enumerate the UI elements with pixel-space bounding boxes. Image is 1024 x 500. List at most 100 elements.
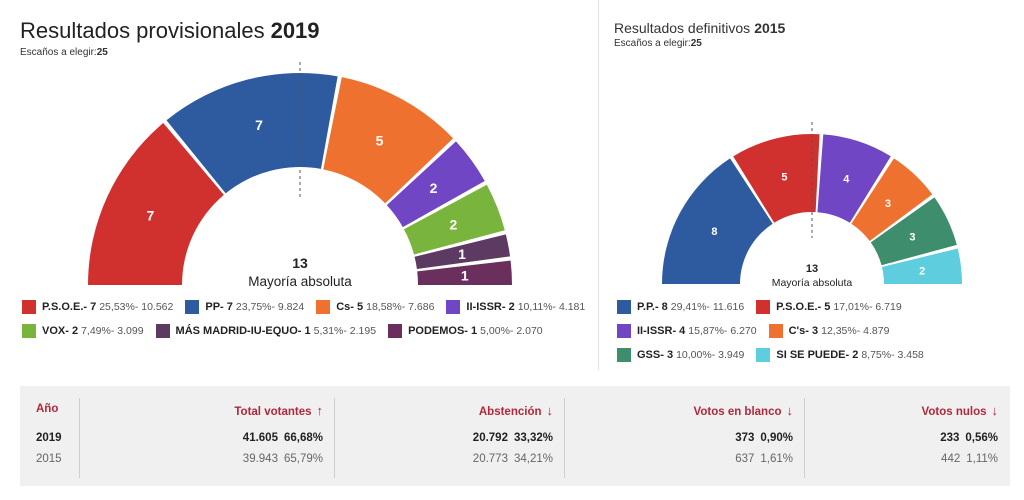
arrow-down-icon: ↓ <box>786 403 794 418</box>
column-header-votos-en-blanco[interactable]: Votos en blanco ↓ <box>694 403 793 418</box>
seat-count-label-si-se-puede: 2 <box>919 266 925 278</box>
year-column: Año 2019 2015 <box>20 386 80 486</box>
column-header-votos-nulos[interactable]: Votos nulos ↓ <box>922 403 998 418</box>
legend-swatch <box>185 300 200 314</box>
seat-arc-pp[interactable] <box>166 73 338 194</box>
legend-row: GSS- 3 10,00%- 3.949 SI SE PUEDE- 2 8,75%- … <box>617 343 936 367</box>
seat-arc-c-s[interactable] <box>851 158 933 241</box>
year-header: Año <box>36 403 59 415</box>
seat-arc-m-s-madrid-iu-equo[interactable] <box>414 234 511 270</box>
legend-party-name: II-ISSR- 4 <box>637 325 686 337</box>
legend-party-stats: 12,35%- 4.879 <box>821 325 890 337</box>
seat-arc-cs[interactable] <box>323 77 454 204</box>
provisional-title-text: Resultados provisionales <box>20 18 265 43</box>
hemicycle-chart-2015: 8 5 4 3 3 2 13 Mayoría absoluta <box>662 122 962 289</box>
arrow-up-icon: ↑ <box>316 403 324 418</box>
legend-item-gss[interactable]: GSS- 3 10,00%- 3.949 <box>617 348 744 362</box>
majority-number: 13 <box>806 263 818 275</box>
percent-value: 1,61% <box>760 453 793 465</box>
legend-party-name: Cs- 5 <box>336 301 364 313</box>
legend-party-stats: 29,41%- 11.616 <box>670 301 745 313</box>
legend-item-si-se-puede[interactable]: SI SE PUEDE- 2 8,75%- 3.458 <box>756 348 924 362</box>
legend-item-p-p[interactable]: P.P.- 8 29,41%- 11.616 <box>617 300 744 314</box>
count-value: 39.943 <box>242 453 278 465</box>
legend-item-cs[interactable]: Cs- 5 18,58%- 7.686 <box>316 300 434 314</box>
percent-value: 33,32% <box>513 432 553 444</box>
seat-arc-p-s-o-e[interactable] <box>88 123 224 285</box>
legend-item-podemos[interactable]: PODEMOS- 1 5,00%- 2.070 <box>388 324 543 338</box>
percent-value: 66,68% <box>283 432 323 444</box>
legend-item-p-s-o-e[interactable]: P.S.O.E.- 5 17,01%- 6.719 <box>756 300 902 314</box>
seat-count-label-vox: 2 <box>450 216 458 232</box>
provisional-title: Resultados provisionales 2019 <box>20 18 320 44</box>
legend-item-vox[interactable]: VOX- 2 7,49%- 3.099 <box>22 324 144 338</box>
column-header-label: Votos nulos <box>921 406 987 418</box>
legend-item-ii-issr[interactable]: II-ISSR- 2 10,11%- 4.181 <box>446 300 585 314</box>
legend-party-name: PODEMOS- 1 <box>408 325 478 337</box>
count-value: 41.605 <box>242 432 278 444</box>
majority-number: 13 <box>292 255 308 271</box>
value-2015: 39.943 65,79% <box>243 453 323 465</box>
seats-value: 25 <box>690 38 702 49</box>
legend-party-name: GSS- 3 <box>637 349 674 361</box>
column-header-label: Total votantes <box>234 406 312 418</box>
definitive-title-text: Resultados definitivos <box>614 20 751 36</box>
legend-swatch <box>446 300 461 314</box>
definitive-results-panel: Resultados definitivos 2015 Escaños a ele… <box>598 0 1024 370</box>
year-2019: 2019 <box>36 432 62 444</box>
seat-arc-p-p[interactable] <box>662 158 773 284</box>
results-column-votos-nulos: Votos nulos ↓ 233 0,56% 442 1,11% <box>805 386 1010 486</box>
column-divider <box>79 398 80 478</box>
seats-label: Escaños a elegir: <box>20 47 97 58</box>
column-divider <box>334 398 335 478</box>
column-divider <box>564 398 565 478</box>
legend-item-c-s[interactable]: C's- 3 12,35%- 4.879 <box>768 324 890 338</box>
value-2019: 41.605 66,68% <box>243 432 323 444</box>
seat-arc-p-s-o-e[interactable] <box>733 134 820 223</box>
legend-party-stats: 10,11%- 4.181 <box>517 301 586 313</box>
seat-arc-podemos[interactable] <box>417 260 512 285</box>
legend-party-stats: 18,58%- 7.686 <box>366 301 435 313</box>
seat-count-label-pp: 7 <box>255 117 263 133</box>
legend-party-name: SI SE PUEDE- 2 <box>776 349 859 361</box>
value-2015: 637 1,61% <box>735 453 793 465</box>
percent-value: 0,90% <box>760 432 793 444</box>
provisional-results-panel: Resultados provisionales 2019 Escaños a e… <box>0 0 590 370</box>
seat-arc-ii-issr[interactable] <box>386 141 485 228</box>
legend-2019: P.S.O.E.- 7 25,53%- 10.562 PP- 7 23,75%- 9.… <box>22 295 597 343</box>
seat-count-label-ii-issr: 4 <box>843 173 850 185</box>
legend-swatch <box>756 348 771 362</box>
value-2019: 20.792 33,32% <box>473 432 553 444</box>
legend-party-name: P.S.O.E.- 7 <box>42 301 97 313</box>
column-header-label: Votos en blanco <box>693 406 782 418</box>
count-value: 20.792 <box>472 432 508 444</box>
provisional-year: 2019 <box>270 18 320 43</box>
column-header-abstenci-n[interactable]: Abstención ↓ <box>479 403 553 418</box>
legend-item-ii-issr[interactable]: II-ISSR- 4 15,87%- 6.270 <box>617 324 757 338</box>
seat-count-label-cs: 5 <box>376 132 384 148</box>
legend-item-p-s-o-e[interactable]: P.S.O.E.- 7 25,53%- 10.562 <box>22 300 173 314</box>
majority-label: Mayoría absoluta <box>248 274 352 289</box>
percent-value: 34,21% <box>513 453 553 465</box>
majority-label: Mayoría absoluta <box>772 277 853 289</box>
seat-count-label-p-s-o-e: 7 <box>146 208 154 224</box>
seat-count-label-p-p: 8 <box>711 226 717 238</box>
seats-label: Escaños a elegir: <box>614 38 691 49</box>
legend-item-m-s-madrid-iu-equo[interactable]: MÁS MADRID-IU-EQUO- 1 5,31%- 2.195 <box>155 324 376 338</box>
column-header-total-votantes[interactable]: Total votantes ↑ <box>234 403 323 418</box>
definitive-seats: Escaños a elegir:25 <box>614 38 702 49</box>
seat-arc-ii-issr[interactable] <box>817 134 891 223</box>
seat-arc-vox[interactable] <box>403 184 505 255</box>
legend-swatch <box>388 324 403 338</box>
arrow-down-icon: ↓ <box>991 403 999 418</box>
seat-arc-gss[interactable] <box>870 197 957 266</box>
legend-swatch <box>617 300 631 314</box>
legend-item-pp[interactable]: PP- 7 23,75%- 9.824 <box>185 300 304 314</box>
count-value: 637 <box>735 453 755 465</box>
column-header-label: Abstención <box>478 406 542 418</box>
legend-party-name: P.P.- 8 <box>637 301 668 313</box>
seat-count-label-m-s-madrid-iu-equo: 1 <box>458 246 466 262</box>
seat-arc-si-se-puede[interactable] <box>881 248 962 284</box>
